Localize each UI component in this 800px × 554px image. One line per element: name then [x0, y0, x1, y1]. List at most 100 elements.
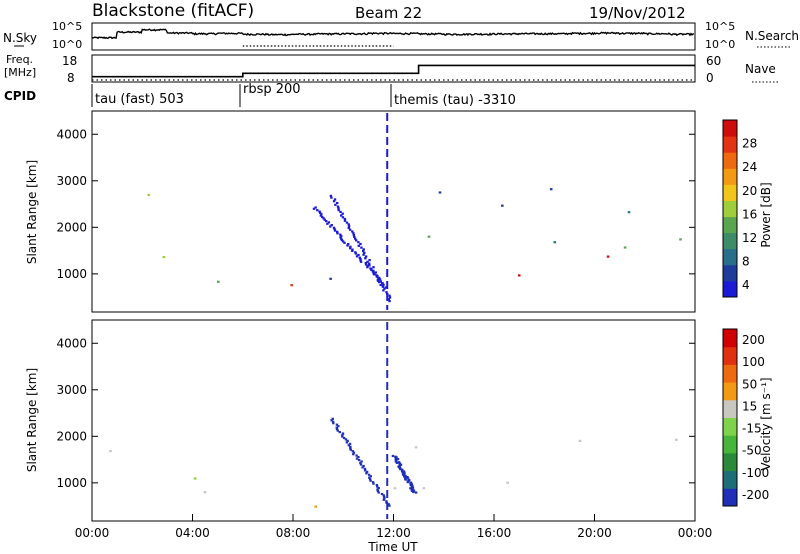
- freq-right-tick-top: 60: [706, 54, 721, 68]
- power-streak-cell: [345, 221, 349, 224]
- frequency-series: [92, 64, 695, 78]
- velocity-streak-cell: [410, 488, 414, 491]
- power-streak-cell: [372, 269, 375, 272]
- power-streak-cell: [353, 235, 356, 238]
- velocity-colorbar-tick: -100: [742, 466, 769, 480]
- power-streak-cell: [359, 259, 362, 262]
- velocity-streak-cell: [359, 461, 362, 465]
- velocity-streak-cell: [395, 461, 399, 464]
- power-streak-cell: [347, 223, 350, 226]
- power-streak-cell: [333, 198, 337, 201]
- velocity-streak-cell: [345, 441, 349, 444]
- velocity-streak-cell: [369, 475, 372, 478]
- velocity-streak-cell: [375, 484, 379, 487]
- power-colorbar-swatch: [723, 136, 737, 153]
- velocity-streak-cell: [414, 491, 418, 494]
- noise-left-tick-top: 10^5: [52, 20, 82, 33]
- velocity-cell: [578, 439, 582, 442]
- velocity-streak-cell: [341, 432, 345, 435]
- power-streak-cell: [347, 243, 350, 246]
- velocity-streak-cell: [368, 476, 371, 479]
- power-streak-cell: [370, 267, 373, 271]
- power-cell: [427, 235, 431, 238]
- velocity-cell: [314, 505, 317, 508]
- date-title: 19/Nov/2012: [589, 4, 686, 22]
- velocity-colorbar-label: Velocity [m s⁻¹]: [759, 377, 773, 470]
- power-streak-cell: [355, 255, 359, 258]
- velocity-cell: [193, 477, 197, 480]
- power-streak-cell: [341, 240, 345, 243]
- power-streak-cell: [383, 287, 386, 290]
- velocity-streak-cell: [406, 481, 409, 484]
- power-streak-cell: [340, 239, 344, 242]
- velocity-streak-cell: [351, 450, 354, 453]
- velocity-streak-cell: [335, 426, 338, 429]
- velocity-colorbar-tick: -50: [742, 444, 762, 458]
- velocity-streak-cell: [412, 489, 415, 492]
- velocity-y-tick-label: 1000: [56, 476, 87, 490]
- velocity-streak-cell: [376, 488, 379, 491]
- velocity-streak-cell: [403, 474, 406, 477]
- velocity-streak-cell: [376, 489, 380, 493]
- power-streak-cell: [362, 250, 365, 253]
- velocity-streak-cell: [346, 439, 349, 442]
- power-colorbar-tick: 12: [742, 231, 757, 245]
- velocity-streak-cell: [409, 487, 412, 490]
- freq-left-tick-bottom: 8: [67, 71, 75, 85]
- velocity-colorbar-swatch: [723, 417, 737, 436]
- noise-panel-frame: [91, 22, 696, 51]
- power-colorbar-tick: 8: [742, 255, 750, 269]
- power-streak-cell: [376, 278, 380, 281]
- power-cell: [147, 193, 151, 196]
- velocity-streak-cell: [402, 470, 406, 473]
- power-streak-cell: [379, 283, 382, 287]
- velocity-colorbar-swatch: [723, 364, 737, 383]
- noise-left-tick-bottom: 10^0: [52, 38, 82, 51]
- velocity-streak-cell: [348, 442, 352, 445]
- power-colorbar-swatch: [723, 152, 737, 169]
- velocity-colorbar-tick: 15: [742, 399, 757, 413]
- velocity-streak-cell: [383, 497, 386, 500]
- power-streak-cell: [318, 210, 321, 213]
- velocity-streak-cell: [412, 490, 415, 494]
- power-cell: [627, 211, 631, 214]
- velocity-streak-cell: [357, 456, 360, 459]
- power-streak-cell: [373, 273, 376, 276]
- power-cell: [623, 246, 627, 249]
- power-streak-cell: [321, 215, 324, 219]
- power-streak-cell: [384, 286, 388, 289]
- cpid-label: CPID: [4, 89, 36, 103]
- velocity-streak-cell: [396, 458, 400, 461]
- power-data-points: [147, 113, 682, 310]
- velocity-streak-cell: [365, 470, 369, 473]
- power-streak-cell: [312, 207, 316, 210]
- power-streak-cell: [381, 285, 385, 288]
- power-streak-cell: [333, 229, 337, 232]
- velocity-streak-cell: [372, 482, 375, 485]
- velocity-streak-cell: [337, 425, 340, 428]
- power-streak-cell: [378, 276, 381, 279]
- power-streak-cell: [326, 222, 329, 225]
- power-streak-cell: [327, 221, 331, 224]
- velocity-streak-cell: [377, 491, 380, 494]
- freq-left-tick-top: 18: [62, 54, 77, 68]
- velocity-streak-cell: [394, 457, 397, 460]
- velocity-streak-cell: [367, 473, 371, 476]
- power-streak-cell: [357, 253, 360, 257]
- power-streak-cell: [359, 258, 362, 261]
- velocity-streak-cell: [365, 472, 368, 475]
- power-streak-cell: [343, 219, 347, 222]
- velocity-cell: [203, 491, 207, 494]
- velocity-colorbar-swatch: [723, 488, 737, 507]
- velocity-streak-cell: [376, 485, 379, 488]
- noise-left-label: N.Sky: [3, 31, 37, 45]
- power-streak-cell: [362, 253, 365, 256]
- power-cell: [162, 256, 166, 259]
- power-streak-cell: [359, 242, 362, 246]
- power-streak-cell: [322, 217, 325, 220]
- power-colorbar-tick: 16: [742, 207, 757, 221]
- power-colorbar-swatch: [723, 200, 737, 218]
- station-title: Blackstone (fitACF): [92, 1, 254, 21]
- velocity-streak-cell: [355, 457, 359, 460]
- power-streak-cell: [352, 234, 356, 237]
